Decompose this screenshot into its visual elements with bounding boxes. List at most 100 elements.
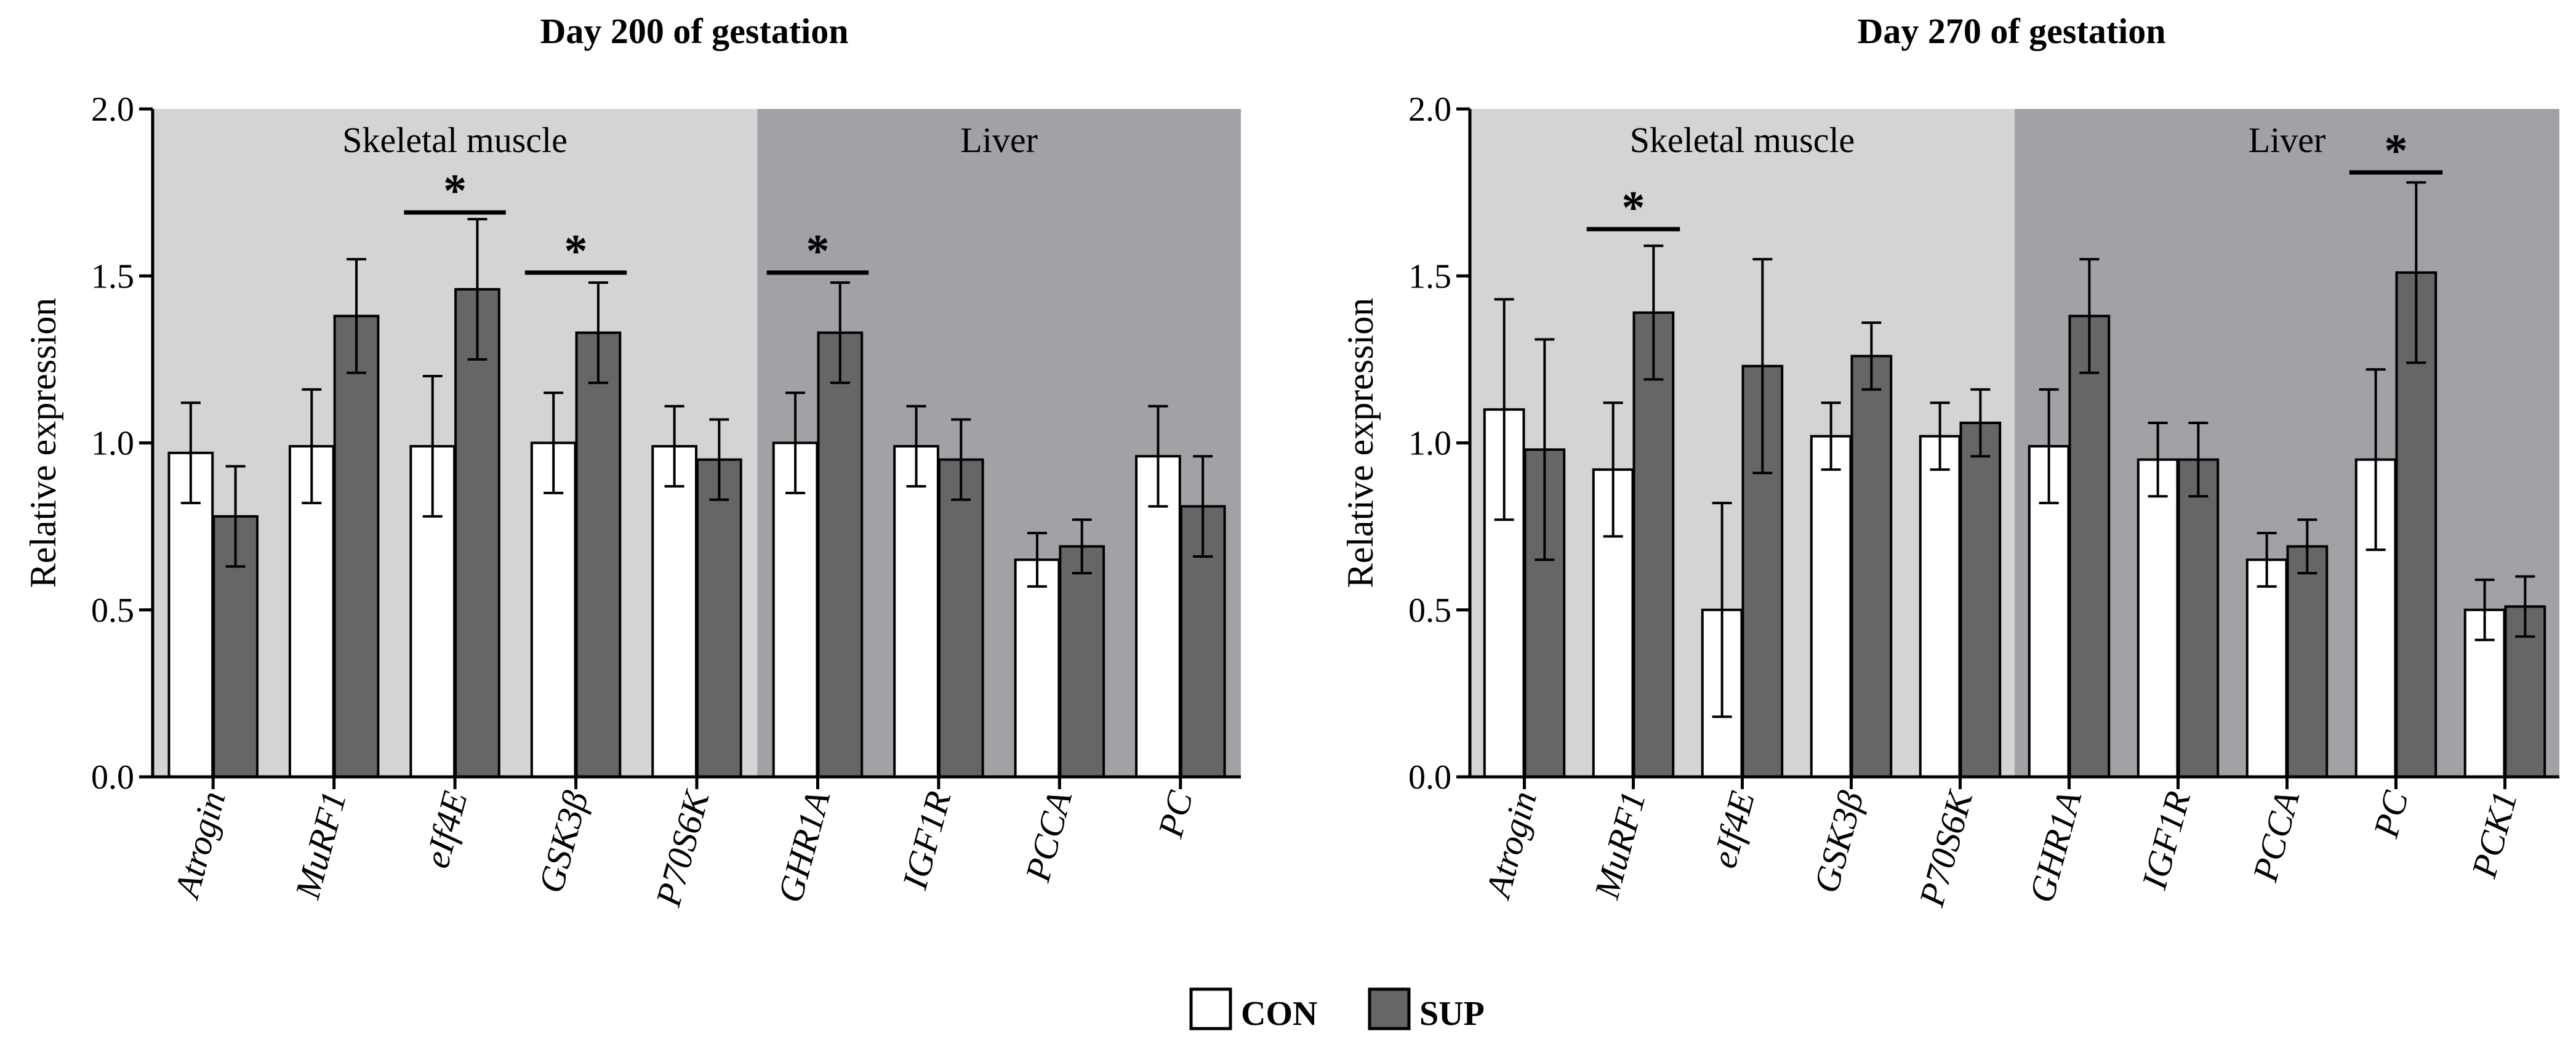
error-bar <box>1072 518 1092 575</box>
bar-sup <box>333 315 380 778</box>
x-tick-label: P70S6K <box>1911 785 1981 911</box>
y-tick-label: 2.0 <box>91 90 134 129</box>
error-bar <box>1752 258 1773 475</box>
error-bar <box>785 391 806 494</box>
bar-con <box>2137 458 2179 778</box>
y-tick-label: 2.0 <box>1408 90 1451 129</box>
x-tick-label: GSK3β <box>531 787 596 897</box>
y-tick-label: 1.0 <box>1408 425 1451 463</box>
x-tick-label: MuRF1 <box>1586 787 1653 904</box>
error-bar <box>1712 502 1732 718</box>
error-bar <box>422 375 443 518</box>
bar-sup <box>1959 421 2002 778</box>
bar-sup <box>937 458 984 778</box>
error-bar <box>1148 404 1168 508</box>
bar-sup <box>1632 311 1675 778</box>
y-tick-label: 0.0 <box>91 758 134 797</box>
x-tick-label: eIf4E <box>416 787 475 872</box>
error-bar <box>225 465 246 568</box>
bar-con <box>1014 558 1061 778</box>
error-bar <box>2257 531 2277 588</box>
error-bar <box>588 281 608 384</box>
legend: CON SUP <box>1189 987 1485 1033</box>
y-tick-label: 0.0 <box>1408 758 1451 797</box>
error-bar <box>1970 388 1991 458</box>
error-bar <box>2188 421 2209 498</box>
x-tick-label: Atrogin <box>166 787 233 904</box>
x-tick-label: PCCA <box>2245 787 2308 886</box>
error-bar <box>1930 401 1950 471</box>
bar-con <box>2245 558 2288 778</box>
bar-con <box>1810 435 1852 778</box>
region-label: Liver <box>960 120 1038 160</box>
significance-star: * <box>443 165 467 217</box>
bar-con <box>651 444 698 778</box>
significance-star: * <box>2385 125 2408 177</box>
significance-star: * <box>1622 182 1645 233</box>
bar-sup <box>2068 315 2111 778</box>
y-axis-label: Relative expression <box>1340 298 1381 588</box>
significance-star: * <box>564 225 588 277</box>
y-tick-label: 0.5 <box>91 592 134 630</box>
error-bar <box>2079 258 2100 374</box>
error-bar <box>1643 244 1664 381</box>
y-axis-label: Relative expression <box>23 298 63 588</box>
error-bar <box>1027 531 1047 588</box>
x-tick-label: PC <box>2365 786 2417 842</box>
error-bar <box>302 388 322 505</box>
bar-sup <box>696 458 742 778</box>
bar-sup <box>2177 458 2220 778</box>
error-bar <box>2406 181 2426 364</box>
chart-title: Day 200 of gestation <box>540 11 848 51</box>
y-tick-label: 1.5 <box>1408 257 1451 295</box>
bar-sup <box>575 331 622 778</box>
error-bar <box>2515 575 2535 638</box>
bar-con <box>893 444 939 778</box>
bar-con <box>1135 455 1181 778</box>
chart-panel-day-200: Day 200 of gestation Skeletal muscle Liver… <box>23 11 1241 911</box>
legend-label-sup: SUP <box>1419 995 1485 1033</box>
x-tick-label: P70S6K <box>648 785 717 911</box>
bar-sup <box>454 287 500 778</box>
error-bar <box>1603 401 1623 538</box>
legend-swatch-con <box>1189 987 1232 1030</box>
error-bar <box>2474 578 2495 641</box>
error-bar <box>2148 421 2168 498</box>
bar-sup <box>1850 355 1893 778</box>
error-bar <box>2039 388 2059 505</box>
error-bar <box>2297 518 2317 575</box>
legend-label-con: CON <box>1241 995 1317 1033</box>
error-bar <box>2365 368 2386 552</box>
x-tick-label: PCK1 <box>2463 787 2525 883</box>
x-tick-label: eIf4E <box>1704 787 1762 872</box>
bar-sup <box>817 331 864 778</box>
error-bar <box>709 418 729 501</box>
x-tick-label: Atrogin <box>1477 787 1544 904</box>
significance-star: * <box>806 225 829 277</box>
bar-sup <box>1059 545 1105 778</box>
error-bar <box>467 218 488 361</box>
bar-con <box>772 441 819 778</box>
error-bar <box>830 281 850 384</box>
error-bar <box>1821 401 1841 471</box>
error-bar <box>906 404 926 488</box>
error-bar <box>1861 321 1882 391</box>
x-tick-label: IGF1R <box>2133 787 2198 894</box>
bar-con <box>530 441 577 778</box>
error-bar <box>347 258 367 374</box>
region-label: Skeletal muscle <box>342 120 568 160</box>
chart-panel-day-270: Day 270 of gestation Skeletal muscle Liver… <box>1340 11 2559 911</box>
legend-swatch-sup <box>1368 987 1411 1030</box>
x-tick-label: GSK3β <box>1806 787 1871 897</box>
bar-sup <box>2286 545 2329 778</box>
region-label: Liver <box>2249 120 2326 160</box>
chart-title: Day 270 of gestation <box>1857 11 2165 51</box>
x-tick-label: PCCA <box>1017 787 1080 886</box>
region-label: Skeletal muscle <box>1630 120 1855 160</box>
x-tick-label: PC <box>1150 786 1201 842</box>
x-tick-label: IGF1R <box>894 787 959 894</box>
error-bar <box>951 418 971 501</box>
x-tick-label: MuRF1 <box>287 787 354 904</box>
bar-con <box>1919 435 1961 778</box>
